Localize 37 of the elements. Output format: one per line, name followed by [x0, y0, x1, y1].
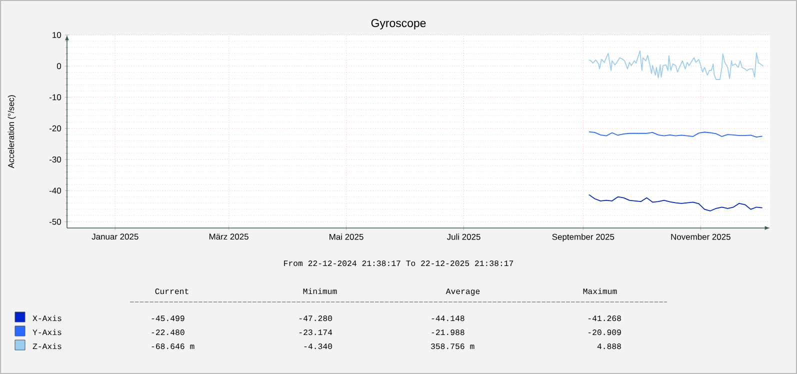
line-series: [588, 50, 764, 80]
x-tick-label: September 2025: [552, 234, 614, 242]
y-tick-label: -30: [49, 156, 62, 163]
text: -23.174: [299, 330, 332, 336]
y-tick-label: -50: [49, 218, 62, 225]
x-tick-label: Mai 2025: [330, 234, 364, 240]
x-tick-label: Januar 2025: [92, 234, 138, 240]
y-tick-label: 10: [52, 32, 62, 38]
text: Average: [446, 288, 480, 296]
text: -4.340: [304, 344, 332, 350]
text: Maximum: [583, 288, 617, 294]
text: -41.268: [588, 316, 621, 322]
line-series: [588, 194, 763, 212]
text: 358.756 m: [431, 344, 474, 350]
legend-label: Z-Axis: [32, 343, 62, 350]
text: Minimum: [303, 288, 337, 294]
y-tick-label: -40: [49, 188, 62, 194]
text: -20.909: [588, 330, 621, 336]
legend-label: X-Axis: [32, 315, 62, 322]
text: -44.148: [432, 316, 464, 322]
text: -45.499: [152, 316, 184, 322]
y-axis-title: Acceleration (°/sec): [8, 95, 16, 168]
legend-label: Y-Axis: [32, 329, 62, 336]
text: Current: [155, 288, 188, 294]
y-tick-label: 0: [56, 63, 62, 70]
text: -47.280: [299, 316, 332, 322]
x-tick-label: Juli 2025: [446, 234, 480, 240]
x-tick-label: November 2025: [671, 234, 730, 240]
text: 4.888: [597, 344, 621, 350]
text: -68.646 m: [152, 344, 194, 350]
y-tick-label: -20: [49, 125, 62, 132]
x-tick-label: März 2025: [209, 234, 248, 240]
text: -21.988: [432, 330, 464, 336]
text: From 22-12-2024 21:38:17 To 22-12-2025 21:38:17: [284, 260, 514, 266]
text: -22.480: [152, 330, 184, 336]
chart-title: Gyroscope: [371, 19, 426, 30]
y-tick-label: -10: [49, 94, 62, 100]
